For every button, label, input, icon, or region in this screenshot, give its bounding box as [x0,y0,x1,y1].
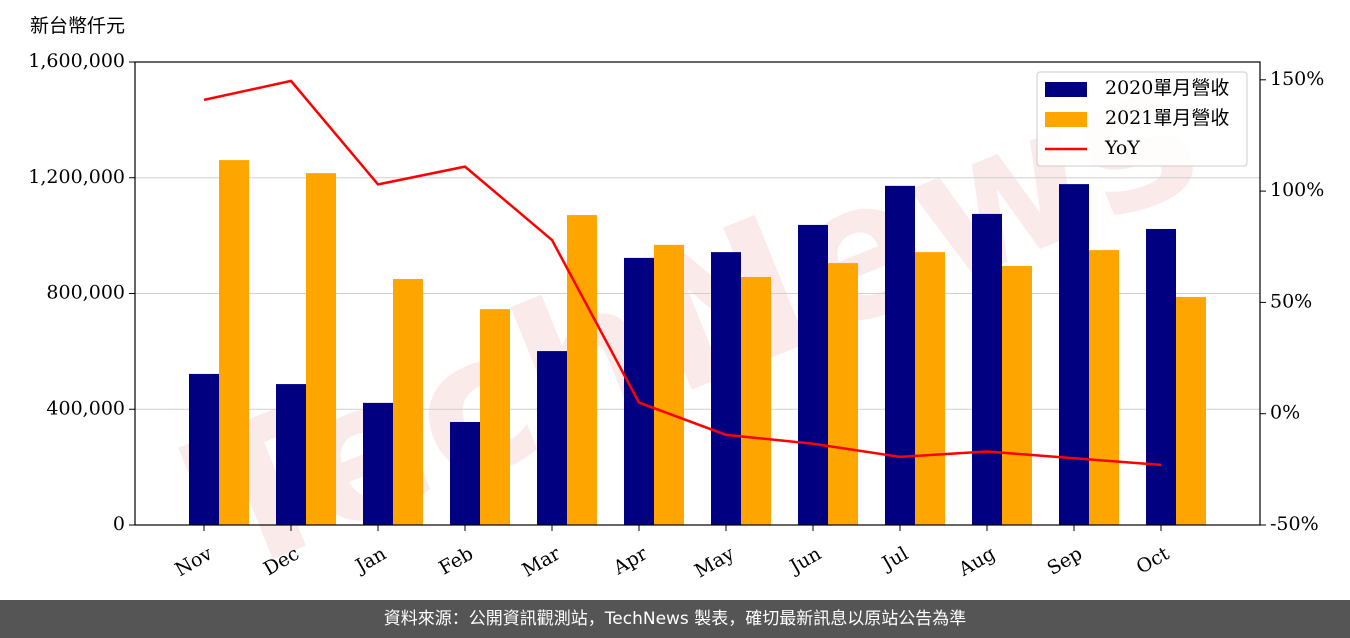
bar [741,277,771,525]
y-tick-label: 1,200,000 [28,166,125,188]
bar [306,173,336,525]
bar [654,244,684,525]
legend-swatch [1045,112,1087,127]
x-tick-label: Sep [1043,543,1086,580]
bar [915,252,945,525]
bar [567,215,597,525]
legend-swatch [1045,82,1087,97]
bar [363,402,393,525]
plot-frame [134,61,1261,526]
y2-tick-label: 50% [1270,290,1312,312]
x-tick-label: Nov [171,542,216,581]
chart: 新台幣仟元 TechNews 0400,000800,0001,200,0001… [28,15,1324,600]
footer: 資料來源：公開資訊觀測站，TechNews 製表，確切最新訊息以原站公告為準 [0,600,1350,638]
y-tick-label: 800,000 [46,282,125,304]
bar [972,213,1002,525]
y2-tick-label: 150% [1270,68,1324,90]
legend-label: YoY [1104,137,1140,159]
bar [189,373,219,525]
y2-tick-label: -50% [1270,513,1319,535]
x-tick-label: Mar [518,542,564,581]
bar [1059,184,1089,525]
y2-tick-label: 0% [1270,402,1300,424]
x-tick-label: Jun [784,543,825,579]
x-tick-label: Apr [609,542,652,579]
x-tick-label: Oct [1133,542,1174,578]
y-tick-label: 400,000 [46,397,125,419]
bar [1146,228,1176,526]
bar [480,309,510,525]
bar [1002,266,1032,525]
bar [624,257,654,525]
bar [276,384,306,525]
x-tick-label: Jul [877,543,912,576]
x-tick-label: Feb [435,543,477,580]
bar [537,351,567,525]
bar [798,224,828,525]
bar [1089,250,1119,525]
bar [885,185,915,526]
legend-label: 2020單月營收 [1105,77,1229,99]
bar [828,263,858,525]
bar [1176,296,1206,525]
x-tick-label: May [691,542,738,582]
bar [711,252,741,525]
line [203,79,1162,467]
y-axis-label: 新台幣仟元 [30,15,125,37]
bar [219,160,249,525]
x-tick-label: Aug [954,543,999,582]
bar [450,421,480,525]
legend-box [1036,71,1248,167]
y-tick-label: 1,600,000 [28,50,125,72]
y2-tick-label: 100% [1270,179,1324,201]
legend-label: 2021單月營收 [1105,107,1229,129]
y-tick-label: 0 [113,513,125,535]
bar [393,279,423,525]
